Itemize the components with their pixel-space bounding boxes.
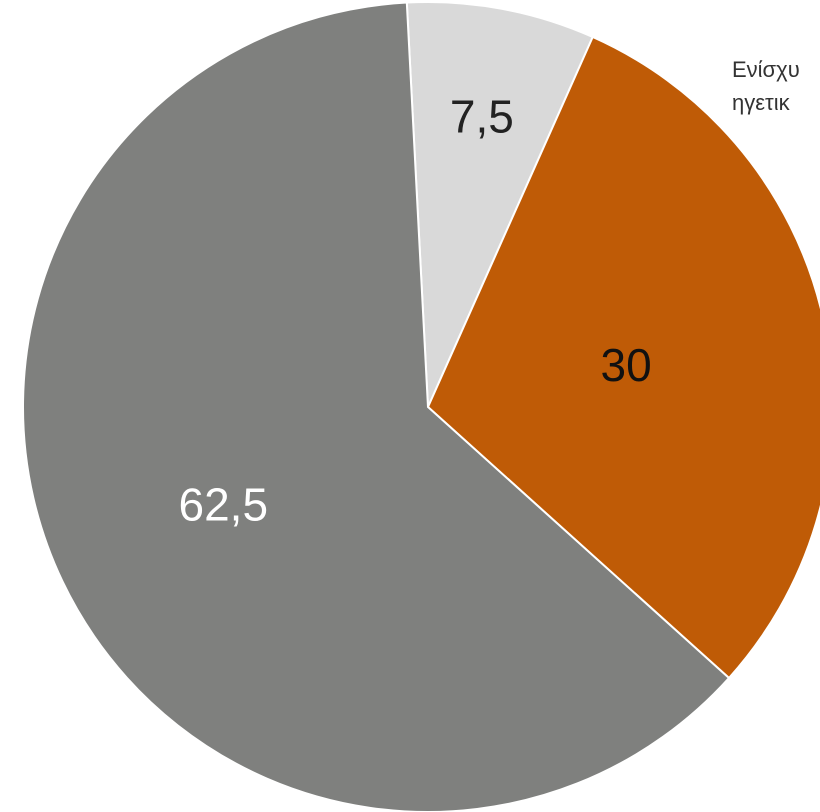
slice-label-1: 30 (600, 339, 651, 391)
pie-slice-1 (426, 35, 820, 680)
slice-label-0: 7,5 (450, 90, 514, 142)
slice-label-2: 62,5 (179, 479, 269, 531)
legend-line-2: ηγετικ (732, 90, 791, 115)
legend-line-1: Ενίσχυ (732, 57, 800, 82)
pie-slice-0 (405, 1, 595, 408)
legend: Ενίσχυ ηγετικ (732, 57, 800, 115)
pie-slice-2 (22, 1, 731, 812)
slice-labels: 7,5 30 62,5 (179, 90, 652, 530)
pie-slices (22, 1, 820, 812)
